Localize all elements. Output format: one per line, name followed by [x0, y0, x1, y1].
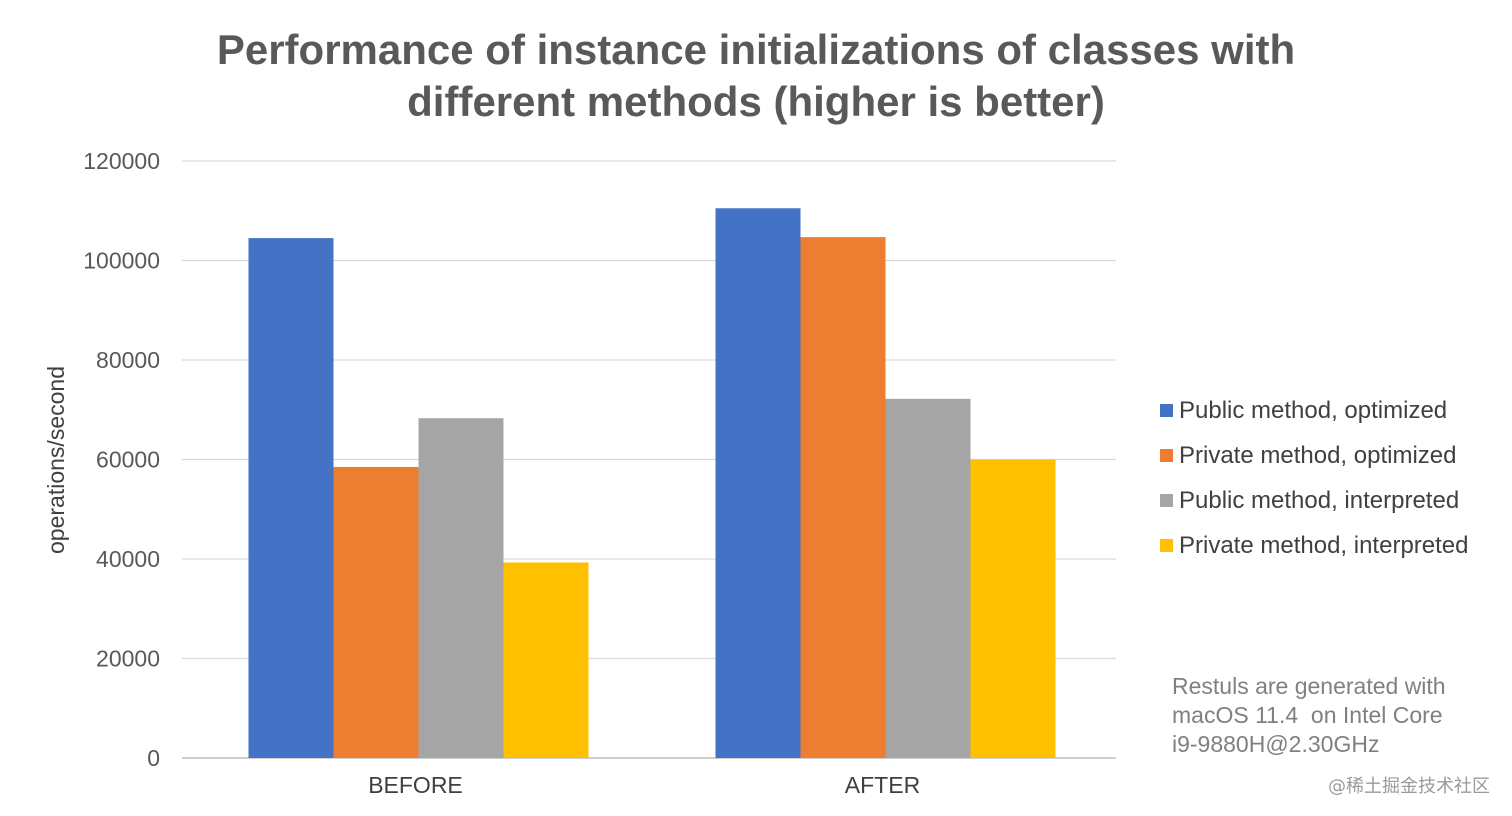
- legend: Public method, optimized Private method, …: [1160, 388, 1469, 568]
- legend-swatch: [1160, 449, 1173, 462]
- x-axis-categories: BEFORE AFTER: [368, 772, 920, 798]
- y-tick-label: 80000: [96, 347, 160, 373]
- results-note: Restuls are generated with macOS 11.4 on…: [1172, 672, 1502, 759]
- legend-label: Private method, interpreted: [1179, 531, 1469, 559]
- note-line-3: i9-9880H@2.30GHz: [1172, 731, 1380, 757]
- bar-before-private-method-interpreted: [503, 562, 589, 758]
- bar-before-public-method-interpreted: [418, 418, 504, 758]
- legend-item: Public method, interpreted: [1160, 478, 1469, 523]
- legend-swatch: [1160, 404, 1173, 417]
- legend-swatch: [1160, 494, 1173, 507]
- legend-item: Public method, optimized: [1160, 388, 1469, 433]
- note-line-2: macOS 11.4 on Intel Core: [1172, 702, 1443, 728]
- legend-swatch: [1160, 539, 1173, 552]
- y-tick-label: 20000: [96, 646, 160, 672]
- y-tick-label: 60000: [96, 447, 160, 473]
- legend-label: Private method, optimized: [1179, 441, 1457, 469]
- bar-after-public-method-interpreted: [885, 398, 971, 758]
- y-axis-ticks: 0 20000 40000 60000 80000 100000 120000: [83, 148, 160, 771]
- watermark: @稀土掘金技术社区: [1328, 776, 1490, 797]
- y-tick-label: 120000: [83, 148, 160, 174]
- y-tick-label: 100000: [83, 248, 160, 274]
- x-category-label: AFTER: [845, 772, 920, 798]
- y-tick-label: 40000: [96, 546, 160, 572]
- bar-after-private-method-optimized: [800, 237, 886, 758]
- bar-after-private-method-interpreted: [970, 459, 1056, 758]
- bar-after-public-method-optimized: [715, 208, 801, 758]
- legend-label: Public method, interpreted: [1179, 486, 1460, 514]
- bars: [248, 208, 1056, 759]
- bar-before-public-method-optimized: [248, 238, 334, 759]
- legend-item: Private method, interpreted: [1160, 523, 1469, 568]
- legend-label: Public method, optimized: [1179, 396, 1448, 424]
- chart-title-line-1: Performance of instance initializations …: [216, 26, 1296, 73]
- note-line-1: Restuls are generated with: [1172, 673, 1446, 699]
- chart-title-line-2: different methods (higher is better): [407, 78, 1105, 125]
- legend-item: Private method, optimized: [1160, 433, 1469, 478]
- bar-before-private-method-optimized: [333, 466, 419, 758]
- chart-title: Performance of instance initializations …: [0, 24, 1512, 128]
- x-category-label: BEFORE: [368, 772, 463, 798]
- y-axis-label: operations/second: [43, 366, 69, 554]
- y-tick-label: 0: [147, 745, 160, 771]
